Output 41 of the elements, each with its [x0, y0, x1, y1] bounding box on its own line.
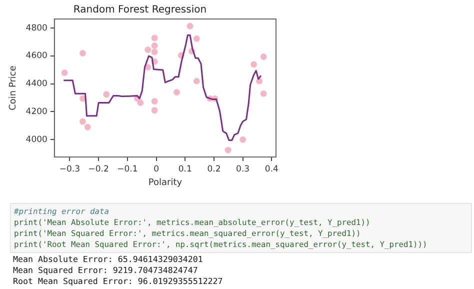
y-tick-label: 4600 [26, 51, 48, 62]
y-tick-label: 4000 [26, 134, 48, 145]
point [193, 35, 200, 42]
point [186, 22, 194, 30]
point [193, 78, 200, 84]
point [151, 107, 158, 114]
text: Root Mean Squared Error: 96.01929355512227 [13, 276, 223, 287]
point [61, 70, 68, 76]
x-tick-label: 0.3 [236, 164, 250, 174]
text: Mean Squared Error: 9219.704734824747 [13, 265, 199, 276]
text: Mean Absolute Error: 65.94614329034201 [13, 254, 204, 265]
x-axis-title: Polarity [148, 178, 183, 188]
point [174, 89, 180, 96]
point [80, 118, 86, 125]
chart-title: Random Forest Regression [73, 4, 207, 16]
point [151, 48, 158, 56]
point [84, 124, 91, 130]
y-axis-title: Coin Price [8, 65, 19, 110]
x-tick-label: −0.1 [117, 164, 138, 174]
x-tick-label: 0.2 [207, 164, 221, 174]
point [151, 98, 158, 104]
x-tick-label: −0.2 [88, 164, 109, 174]
y-tick-label: 4400 [26, 79, 48, 90]
point [224, 146, 232, 154]
x-tick-label: −0.3 [59, 164, 80, 174]
point [144, 46, 152, 53]
x-tick-label: 0.1 [178, 164, 192, 174]
point [137, 99, 144, 106]
point [250, 61, 257, 68]
y-tick-label: 4800 [26, 23, 48, 34]
point [240, 136, 246, 143]
point [256, 78, 262, 84]
x-tick-label: 0.4 [264, 164, 278, 174]
point [103, 91, 110, 98]
y-tick-label: 4200 [26, 106, 48, 117]
point [80, 50, 86, 56]
point [260, 54, 267, 60]
x-tick-label: 0 [154, 164, 159, 174]
point [260, 90, 267, 97]
point [151, 42, 158, 49]
point [151, 34, 158, 42]
